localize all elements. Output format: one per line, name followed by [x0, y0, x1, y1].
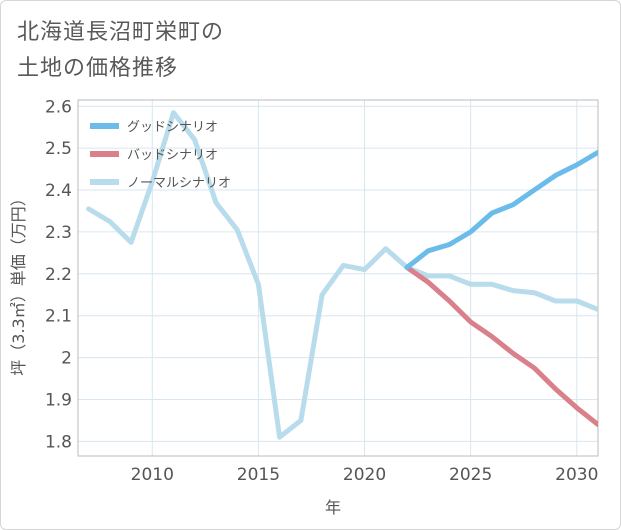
- chart-title-line-1: 北海道長沼町栄町の: [17, 20, 225, 45]
- x-axis-label: 年: [325, 498, 341, 517]
- legend-label: ノーマルシナリオ: [127, 176, 231, 191]
- legend-label: バッドシナリオ: [127, 148, 218, 163]
- y-tick-label: 2.5: [45, 139, 72, 159]
- x-tick-label: 2010: [131, 465, 174, 485]
- plot-frame: [77, 99, 599, 457]
- x-tick-label: 2015: [237, 465, 280, 485]
- y-tick-label: 2.6: [45, 97, 72, 117]
- y-axis-label: 坪（3.3㎡）単価（万円）: [9, 190, 28, 375]
- normal-scenario-line: [86, 110, 598, 440]
- y-tick-label: 2: [61, 349, 72, 369]
- x-tick-label: 2025: [449, 465, 492, 485]
- legend-label: グッドシナリオ: [127, 120, 218, 135]
- chart-title: 北海道長沼町栄町の 土地の価格推移: [17, 15, 224, 87]
- y-tick-label: 2.3: [45, 223, 72, 243]
- y-tick-label: 2.4: [45, 181, 72, 201]
- legend-item-normal: ノーマルシナリオ: [90, 176, 231, 191]
- y-tick-label: 1.9: [45, 390, 72, 410]
- x-tick-label: 2020: [343, 465, 386, 485]
- x-tick-labels: 2010 2015 2020 2025 2030: [131, 465, 599, 485]
- chart-title-line-2: 土地の価格推移: [17, 56, 179, 81]
- y-tick-label: 2.1: [45, 307, 72, 327]
- y-tick-labels: 1.8 1.9 2 2.1 2.2 2.3 2.4 2.5 2.6: [45, 97, 72, 452]
- x-tick-label: 2030: [555, 465, 598, 485]
- legend-item-good: グッドシナリオ: [90, 120, 218, 135]
- good-scenario-line: [404, 149, 598, 270]
- legend-item-bad: バッドシナリオ: [90, 148, 218, 163]
- y-tick-label: 1.8: [45, 432, 72, 452]
- series-lines: [86, 110, 598, 440]
- y-tick-label: 2.2: [45, 265, 72, 285]
- bad-scenario-line: [404, 265, 598, 428]
